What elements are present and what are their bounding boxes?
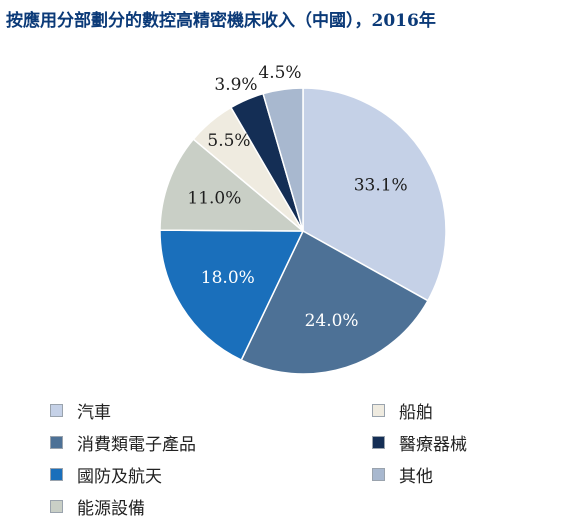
pie-slice-1 (302, 87, 447, 302)
slice-label-4: 11.0% (187, 189, 241, 209)
legend-item: 醫療器械 (372, 429, 467, 455)
legend-swatch (372, 467, 385, 481)
legend-swatch (50, 435, 63, 449)
legend-label: 船舶 (399, 402, 433, 423)
slice-label-7: 4.5% (258, 63, 301, 83)
chart-title: 按應用分部劃分的數控高精密機床收入（中國），2016年 (6, 11, 436, 31)
slice-label-5: 5.5% (207, 131, 250, 151)
legend-item: 其他 (372, 461, 433, 487)
slice-label-1: 33.1% (354, 175, 408, 195)
legend-swatch (50, 499, 63, 513)
legend-swatch (50, 403, 63, 417)
pie-slice-7 (262, 87, 304, 232)
pie-slice-3 (159, 229, 305, 362)
legend-label: 汽車 (77, 402, 111, 423)
legend-label: 其他 (399, 466, 433, 487)
pie-slice-2 (240, 229, 429, 375)
legend-label: 消費類電子產品 (77, 434, 196, 455)
legend-label: 能源設備 (77, 498, 145, 519)
legend-swatch (372, 435, 385, 449)
legend-swatch (372, 403, 385, 417)
legend-label: 國防及航天 (77, 466, 162, 487)
slice-label-6: 3.9% (214, 75, 257, 95)
legend-item: 汽車 (50, 397, 111, 423)
legend-label: 醫療器械 (399, 434, 467, 455)
legend-item: 船舶 (372, 397, 433, 423)
pie-slice-4 (159, 138, 306, 232)
slice-label-2: 24.0% (305, 311, 359, 331)
legend-item: 消費類電子產品 (50, 429, 196, 455)
legend-item: 國防及航天 (50, 461, 162, 487)
slice-label-3: 18.0% (201, 268, 255, 288)
legend-item: 能源設備 (50, 493, 145, 519)
legend-swatch (50, 467, 63, 481)
